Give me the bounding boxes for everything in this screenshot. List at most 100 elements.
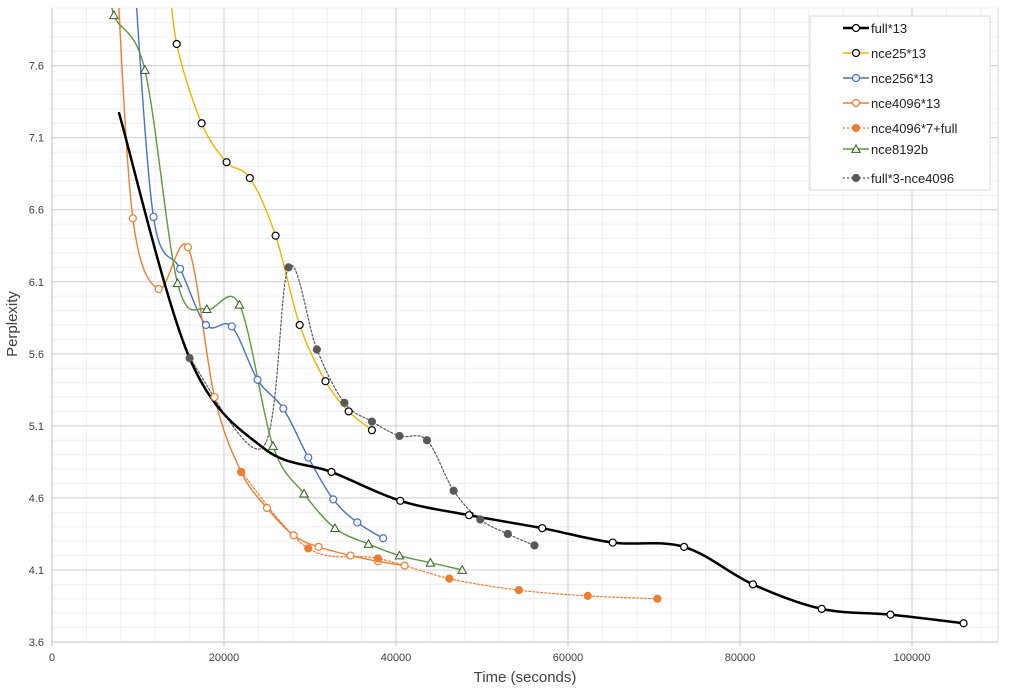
y-tick-label: 6.6 <box>29 205 44 217</box>
y-tick-label: 5.1 <box>29 421 44 433</box>
data-point <box>185 354 194 363</box>
y-tick-label: 4.6 <box>29 493 44 505</box>
data-point <box>227 322 236 331</box>
data-point <box>271 231 280 240</box>
data-point <box>201 303 212 314</box>
data-point <box>279 404 288 413</box>
data-point <box>400 561 409 570</box>
series-line-nce4096-7-full <box>240 471 659 600</box>
series-markers <box>108 9 968 628</box>
legend-marker <box>851 23 861 33</box>
y-tick-label: 4.1 <box>29 565 44 577</box>
data-point <box>425 557 436 567</box>
x-tick-label: 40000 <box>381 652 412 664</box>
data-point <box>234 299 245 309</box>
data-point <box>298 488 310 498</box>
x-tick-label: 100000 <box>894 652 931 664</box>
data-point <box>394 550 405 560</box>
legend-entry-label: nce256*13 <box>871 71 933 86</box>
data-point <box>583 591 592 600</box>
data-point <box>465 511 474 520</box>
axes: 3.6 4.1 4.6 5.1 5.6 6.1 6.6 7.1 7.6 0 20000 40000 60… <box>29 8 998 664</box>
legend-entry-label: nce25*13 <box>871 46 926 61</box>
data-point <box>295 320 304 330</box>
data-point <box>503 529 512 539</box>
data-point <box>314 542 323 552</box>
data-point <box>608 538 617 547</box>
data-point <box>154 284 163 294</box>
data-point <box>373 554 383 563</box>
series-line-nce25-13 <box>170 8 373 431</box>
data-point <box>201 320 211 330</box>
y-axis-title: Perplexity <box>4 291 21 357</box>
data-point <box>353 518 362 527</box>
data-point <box>149 212 158 222</box>
x-axis-title: Time (seconds) <box>474 669 577 686</box>
data-point <box>344 407 353 416</box>
data-point <box>422 436 432 445</box>
x-tick-label: 80000 <box>725 652 756 664</box>
legend-marker <box>851 123 861 133</box>
data-point <box>289 531 298 540</box>
y-tick-label: 6.1 <box>29 277 44 289</box>
data-point <box>329 522 340 533</box>
legend-marker <box>851 48 861 58</box>
legend-entry-label: full*13 <box>871 21 907 36</box>
data-point <box>457 564 468 574</box>
data-point <box>304 544 313 553</box>
data-point <box>172 39 181 49</box>
legend-marker <box>850 143 862 153</box>
data-point <box>183 243 192 252</box>
data-point <box>959 619 968 628</box>
data-point <box>379 534 388 543</box>
x-tick-label: 60000 <box>553 652 584 664</box>
data-point <box>262 503 272 513</box>
data-point <box>312 345 321 354</box>
x-tick-label: 20000 <box>209 652 240 664</box>
data-point <box>267 440 279 450</box>
legend-entry-label: nce4096*7+full <box>871 121 957 136</box>
data-point <box>327 467 336 477</box>
data-point <box>222 158 231 167</box>
legend-entry-label: full*3-nce4096 <box>871 171 954 186</box>
data-point <box>886 610 895 619</box>
data-point <box>363 538 374 548</box>
data-point <box>445 574 454 583</box>
x-tick-label: 0 <box>49 652 55 664</box>
y-tick-label: 7.6 <box>29 61 44 73</box>
data-point <box>817 604 826 613</box>
data-point <box>476 515 485 524</box>
data-point <box>538 524 547 533</box>
data-point <box>396 496 405 505</box>
data-point <box>210 392 219 402</box>
data-point <box>367 426 377 435</box>
data-point <box>197 119 206 128</box>
data-point <box>514 586 524 595</box>
data-point <box>340 398 349 407</box>
series-line-nce8192b <box>111 8 463 571</box>
data-point <box>679 542 689 552</box>
legend-marker <box>851 173 861 183</box>
data-point <box>346 551 355 560</box>
data-point <box>530 541 539 550</box>
legend-box <box>809 15 991 191</box>
y-tick-label: 3.6 <box>29 637 44 649</box>
data-point <box>329 495 338 504</box>
legend-marker <box>851 98 861 108</box>
data-point <box>237 467 246 477</box>
data-point <box>653 594 662 603</box>
data-point <box>748 580 758 589</box>
data-point <box>253 375 262 384</box>
legend-marker <box>851 73 861 83</box>
data-point <box>395 431 404 441</box>
data-point <box>128 214 137 223</box>
data-point <box>321 377 330 386</box>
data-point <box>108 9 119 20</box>
data-point <box>449 486 458 495</box>
y-tick-label: 5.6 <box>29 349 44 361</box>
data-point <box>367 417 377 426</box>
data-point <box>304 453 313 462</box>
data-point <box>176 264 185 273</box>
